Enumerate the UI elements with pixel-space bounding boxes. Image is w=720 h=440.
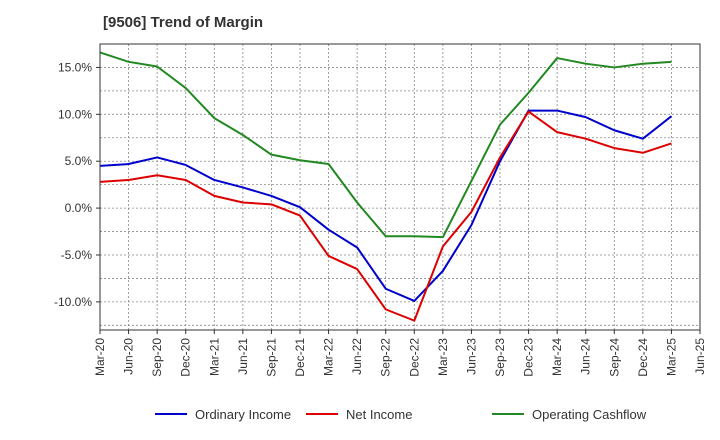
x-tick-label: Sep-20	[150, 338, 164, 377]
x-tick-label: Jun-24	[579, 338, 593, 375]
x-tick-label: Jun-22	[350, 338, 364, 375]
x-tick-label: Sep-24	[607, 338, 621, 377]
x-tick-label: Mar-20	[93, 338, 107, 376]
x-tick-label: Dec-22	[407, 338, 421, 377]
x-tick-label: Sep-23	[493, 338, 507, 377]
series-line-net-income	[99, 110, 672, 322]
plot-frame	[99, 43, 701, 331]
series-layer	[99, 51, 673, 322]
x-tick-label: Mar-24	[550, 338, 564, 376]
series-line-ordinary-income	[99, 109, 673, 302]
x-tick-label: Sep-22	[379, 338, 393, 377]
y-tick-label: 0.0%	[65, 201, 93, 215]
legend-label: Net Income	[346, 407, 412, 422]
x-tick-label: Mar-22	[322, 338, 336, 376]
y-tick-label: 10.0%	[58, 107, 92, 121]
legend-label: Operating Cashflow	[532, 407, 647, 422]
x-tick-label: Jun-23	[464, 338, 478, 375]
x-tick-label: Mar-25	[664, 338, 678, 376]
x-tick-label: Jun-25	[693, 338, 707, 375]
y-tick-label: 5.0%	[65, 154, 93, 168]
y-tick-label: 15.0%	[58, 60, 92, 74]
x-tick-label: Jun-21	[236, 338, 250, 375]
y-tick-label: -10.0%	[54, 295, 92, 309]
chart-title: [9506] Trend of Margin	[103, 14, 264, 31]
x-tick-label: Mar-21	[207, 338, 221, 376]
grid-layer	[99, 43, 701, 330]
x-tick-label: Dec-20	[179, 338, 193, 377]
series-line-operating-cashflow	[99, 51, 672, 239]
legend-label: Ordinary Income	[195, 407, 291, 422]
y-tick-label: -5.0%	[61, 248, 93, 262]
axis-layer: 15.0% 10.0% 5.0% 0.0% -5.0% -10.0% Mar-20 Jun-2…	[54, 43, 707, 377]
x-tick-label: Dec-24	[636, 338, 650, 377]
legend-layer: Ordinary Income Net Income Operating Cashf…	[155, 407, 647, 422]
x-tick-label: Mar-23	[436, 338, 450, 376]
x-tick-label: Sep-21	[264, 338, 278, 377]
x-tick-label: Jun-20	[122, 338, 136, 375]
x-tick-label: Dec-21	[293, 338, 307, 377]
x-tick-label: Dec-23	[522, 338, 536, 377]
